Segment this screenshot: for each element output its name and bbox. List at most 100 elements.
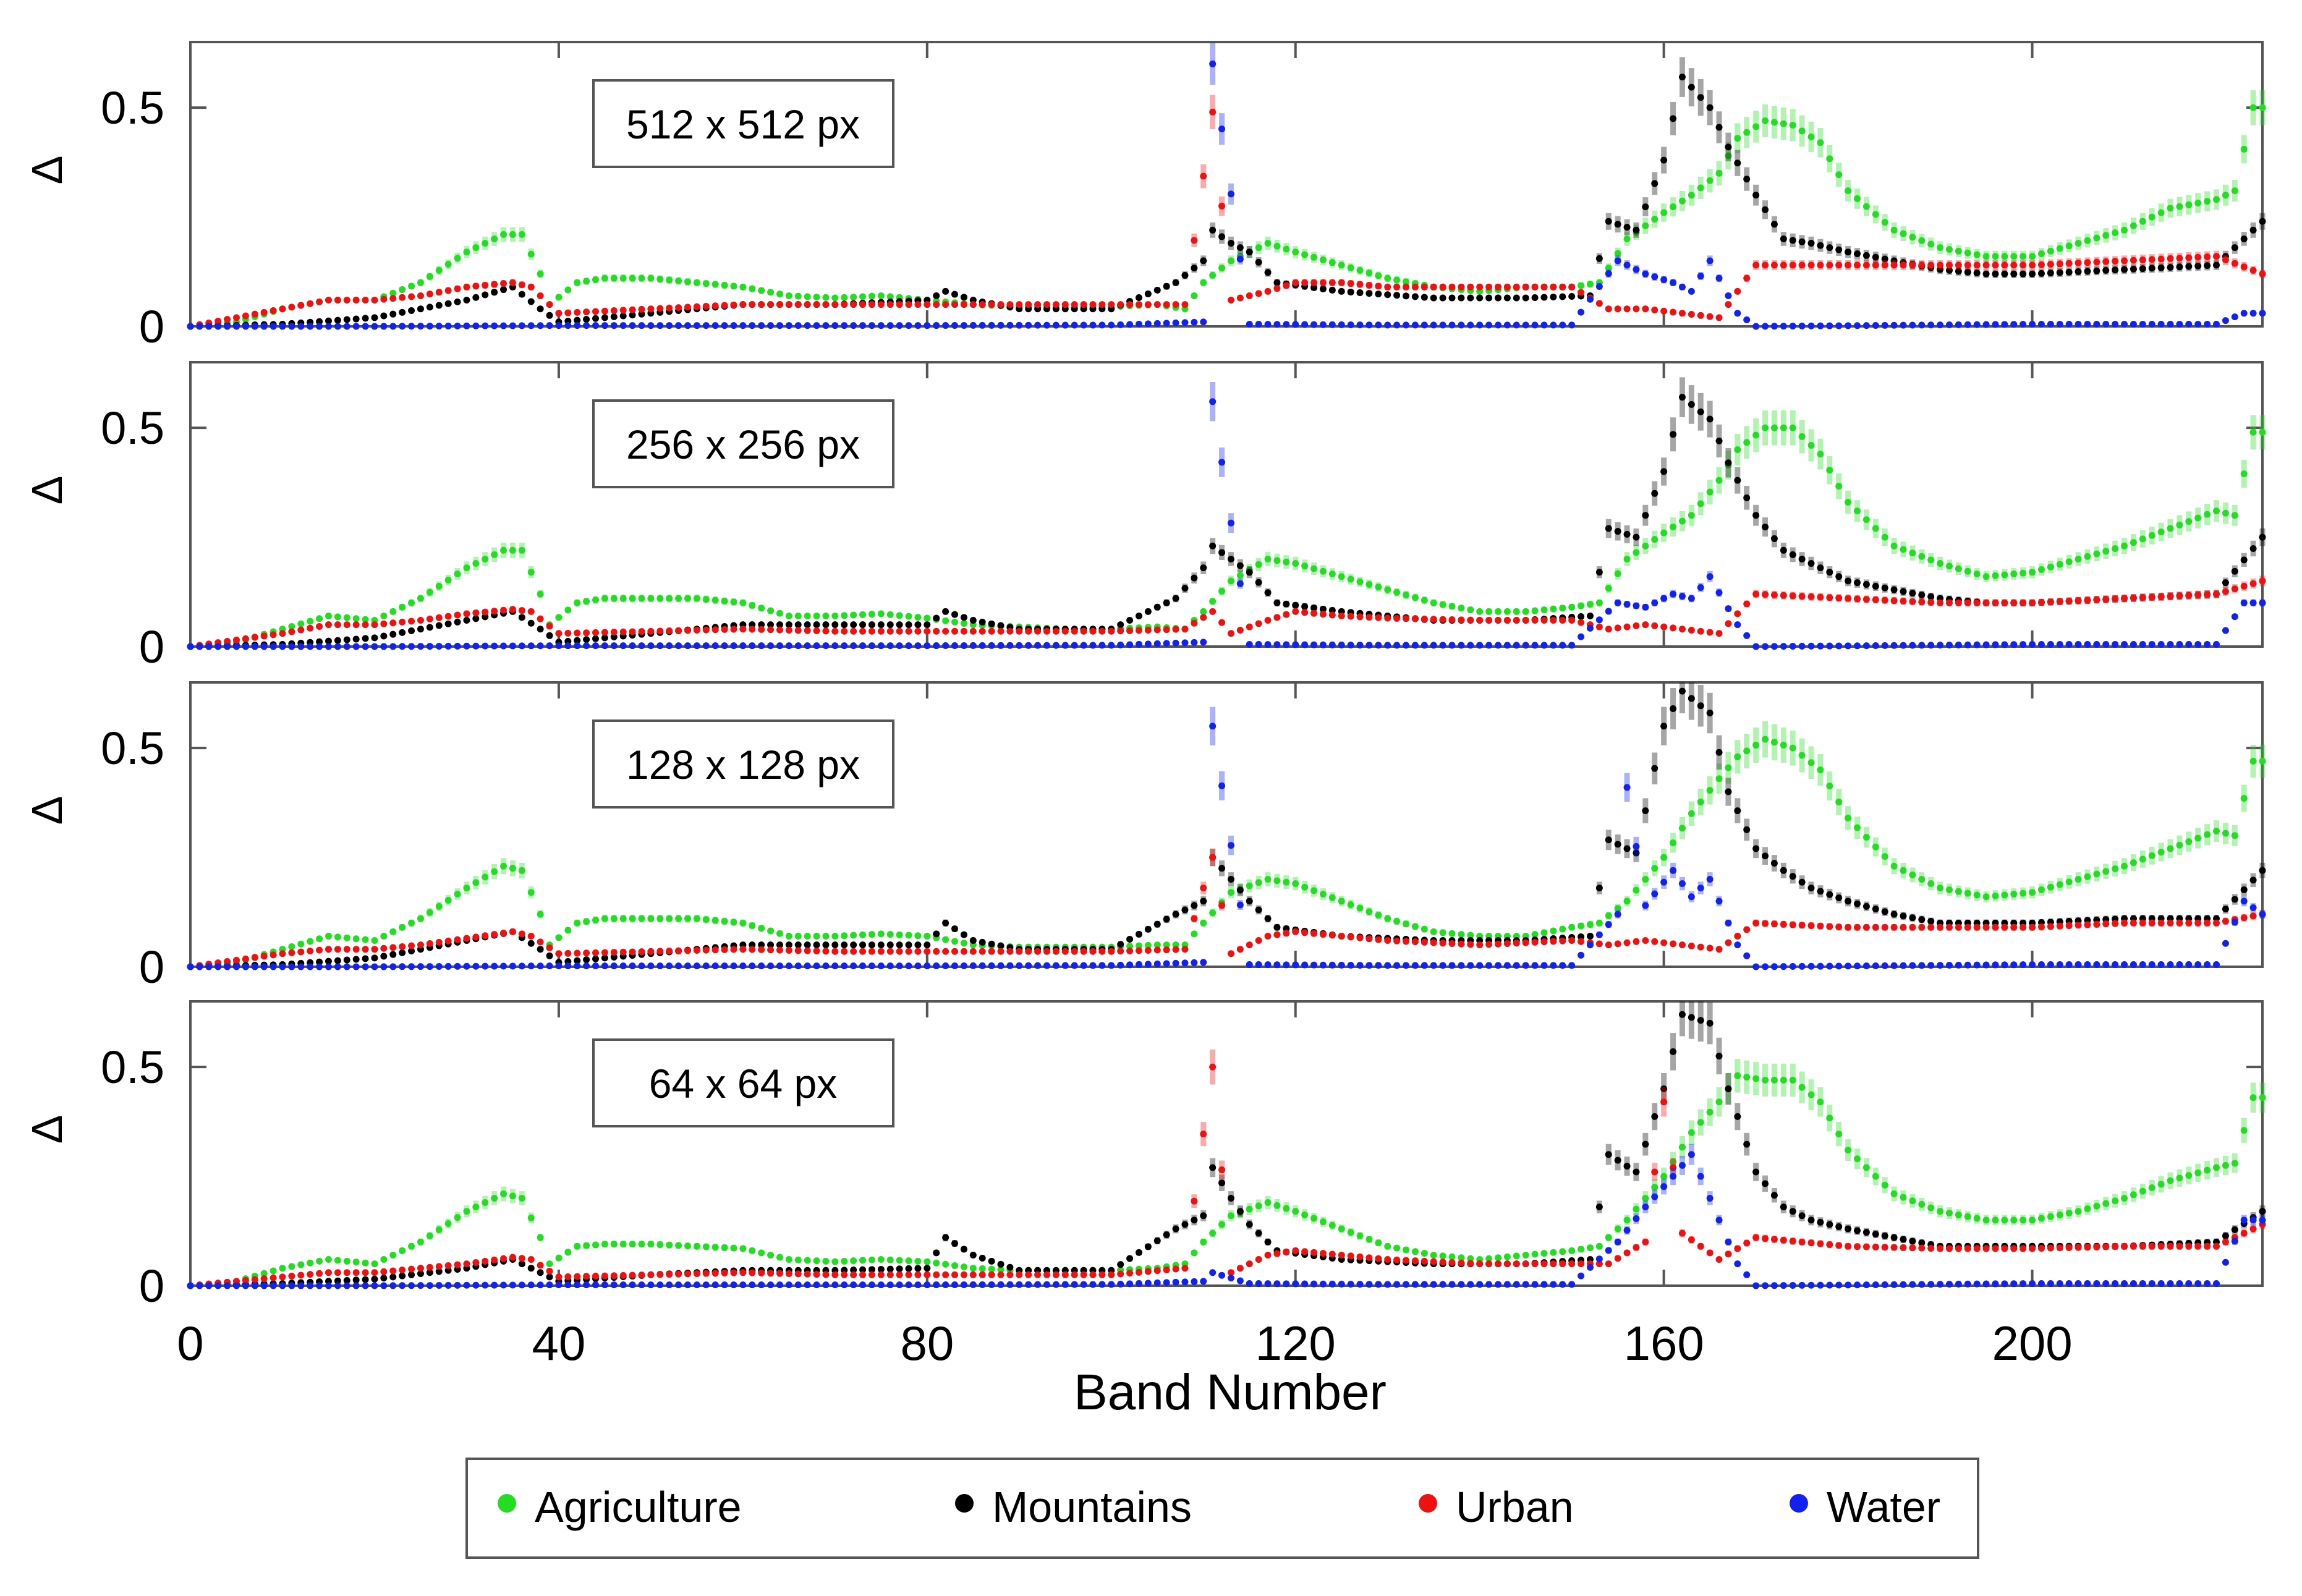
data-point — [905, 1265, 912, 1272]
data-point — [1430, 616, 1437, 623]
data-point — [1872, 1173, 1879, 1180]
data-point — [1181, 639, 1189, 647]
data-point — [1697, 702, 1704, 710]
data-point — [537, 1234, 544, 1241]
data-point — [371, 634, 378, 642]
data-point — [1439, 940, 1446, 947]
data-point — [1310, 641, 1318, 648]
data-point — [1853, 322, 1861, 329]
data-point — [546, 962, 553, 970]
data-point — [232, 314, 240, 321]
data-point — [1393, 614, 1401, 622]
data-point — [1651, 180, 1659, 187]
data-point — [1172, 595, 1179, 602]
data-point — [1144, 941, 1152, 949]
data-point — [1458, 931, 1465, 938]
data-point — [1762, 852, 1769, 860]
data-point — [1568, 321, 1576, 329]
data-point — [2102, 640, 2110, 648]
data-point — [2222, 256, 2229, 263]
data-point — [2157, 961, 2165, 968]
data-point — [1200, 1212, 1207, 1220]
data-point — [2065, 242, 2073, 250]
data-point — [1715, 169, 1723, 177]
data-point — [951, 291, 959, 298]
data-point — [2185, 1172, 2193, 1179]
data-point — [518, 867, 525, 874]
data-point — [1992, 572, 1999, 579]
data-point — [2112, 961, 2119, 968]
data-point — [638, 642, 645, 650]
data-point — [1964, 321, 1971, 328]
data-point — [1725, 605, 1732, 613]
data-point — [951, 948, 959, 955]
data-point — [979, 321, 986, 329]
data-point — [767, 322, 775, 329]
data-point — [500, 962, 508, 970]
data-point — [1660, 878, 1668, 886]
data-point — [1568, 1247, 1576, 1254]
data-point — [1191, 1216, 1198, 1224]
data-point — [2121, 640, 2128, 648]
data-point — [1706, 257, 1714, 265]
data-point — [1595, 300, 1603, 307]
data-point — [251, 954, 258, 961]
data-point — [1448, 321, 1456, 329]
data-point — [362, 315, 369, 322]
data-point — [307, 948, 314, 955]
data-point — [1384, 274, 1391, 282]
data-point — [1319, 1218, 1327, 1226]
data-point — [1319, 321, 1327, 328]
data-point — [1117, 1261, 1124, 1268]
data-point — [942, 936, 949, 943]
data-point — [1697, 1119, 1704, 1126]
data-point — [2056, 598, 2063, 605]
data-point — [896, 931, 903, 938]
data-point — [2056, 245, 2063, 252]
data-point — [1918, 261, 1926, 269]
data-point — [914, 301, 922, 308]
data-point — [454, 611, 461, 619]
data-point — [2249, 1094, 2257, 1101]
data-point — [1817, 766, 1824, 774]
data-point — [270, 643, 277, 650]
data-point — [1706, 415, 1714, 423]
data-point — [1688, 595, 1695, 602]
data-point — [1476, 941, 1484, 949]
data-point — [2204, 1166, 2211, 1174]
data-point — [1752, 963, 1760, 970]
data-point — [1697, 584, 1704, 591]
panel-label: 128 x 128 px — [626, 742, 860, 787]
data-point — [325, 1269, 332, 1276]
data-point — [2102, 548, 2110, 555]
data-point — [214, 318, 222, 325]
data-point — [831, 294, 839, 302]
data-point — [1642, 512, 1649, 519]
data-point — [1845, 577, 1852, 585]
data-point — [454, 285, 461, 292]
data-point — [2001, 321, 2008, 328]
data-point — [371, 937, 378, 944]
data-point — [527, 250, 535, 258]
data-point — [601, 595, 608, 602]
data-point — [399, 308, 406, 316]
data-point — [1660, 623, 1668, 630]
data-point — [408, 599, 415, 606]
data-point — [2010, 891, 2018, 898]
data-point — [2148, 256, 2155, 263]
data-point — [2157, 593, 2165, 600]
data-point — [601, 915, 608, 922]
data-point — [924, 621, 931, 629]
data-point — [2056, 961, 2063, 968]
data-point — [2102, 596, 2110, 603]
data-point — [730, 1244, 737, 1252]
data-point — [1568, 962, 1576, 969]
data-point — [482, 240, 489, 247]
data-point — [242, 643, 249, 650]
data-point — [1715, 589, 1723, 596]
data-point — [1273, 923, 1281, 931]
data-point — [739, 946, 747, 953]
data-point — [1172, 279, 1179, 286]
data-point — [482, 555, 489, 562]
data-point — [408, 948, 415, 955]
